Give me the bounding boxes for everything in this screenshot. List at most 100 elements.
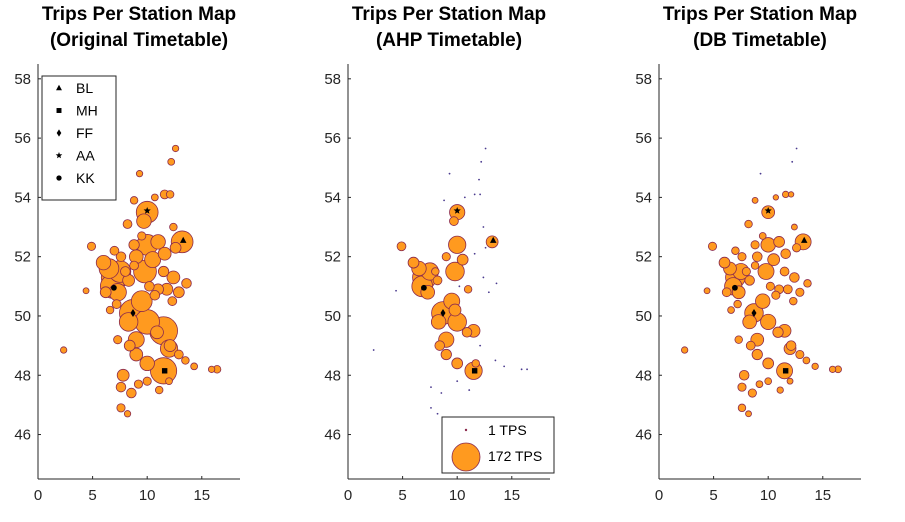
station-bubble — [681, 346, 689, 354]
station-bubble — [737, 382, 747, 392]
station-bubble — [86, 241, 97, 251]
station-dot — [448, 172, 451, 175]
station-bubble — [795, 287, 805, 297]
station-bubble — [727, 306, 735, 314]
station-marker-mh — [161, 368, 168, 374]
station-bubble — [116, 368, 130, 382]
station-bubble — [151, 193, 159, 202]
plot-subtitle: (DB Timetable) — [693, 30, 827, 51]
station-bubble — [128, 239, 140, 251]
station-dot — [480, 160, 483, 163]
station-bubble — [82, 287, 90, 295]
station-bubble — [792, 243, 802, 253]
station-bubble — [181, 278, 192, 289]
legend-marker-ff — [56, 129, 62, 137]
station-bubble — [448, 235, 467, 254]
station-bubble — [755, 380, 764, 388]
station-bubble — [758, 232, 767, 240]
station-dot — [395, 289, 397, 292]
y-tick-label: 58 — [635, 71, 652, 88]
station-bubble — [767, 253, 781, 266]
x-tick-label: 15 — [814, 487, 831, 504]
station-dot — [458, 285, 461, 288]
station-bubble — [149, 289, 161, 301]
y-tick-label: 50 — [14, 308, 31, 325]
station-bubble — [779, 266, 790, 277]
station-bubble — [165, 190, 175, 199]
legend-label: BL — [76, 80, 93, 96]
station-bubble — [135, 170, 144, 178]
station-bubble — [111, 299, 122, 309]
station-dot — [463, 196, 466, 199]
station-bubble — [174, 349, 184, 360]
station-marker-bl — [489, 236, 497, 243]
station-bubble — [169, 241, 182, 254]
station-bubble — [773, 236, 785, 248]
station-bubble — [137, 231, 147, 241]
station-bubble — [166, 270, 181, 285]
x-tick-label: 5 — [398, 487, 406, 504]
station-bubble — [776, 386, 784, 394]
station-bubble — [144, 251, 162, 269]
station-bubble — [126, 387, 137, 399]
subplot-2: Trips Per Station Map (AHP Timetable) 46 48… — [324, 4, 555, 504]
legend-marker-bl — [56, 84, 62, 91]
station-marker-kk — [732, 284, 738, 291]
x-tick-label: 10 — [760, 487, 777, 504]
station-bubble — [737, 403, 747, 413]
station-bubble — [136, 213, 152, 229]
station-bubble — [207, 365, 216, 373]
station-bubble — [157, 246, 172, 261]
station-bubble — [456, 253, 469, 266]
station-bubble — [751, 348, 763, 361]
station-dot — [494, 359, 497, 362]
station-bubble — [150, 325, 164, 340]
station-bubble — [430, 314, 447, 330]
station-bubble — [803, 279, 812, 288]
legend-marker-large — [451, 442, 481, 472]
station-bubble — [133, 379, 143, 389]
station-bubble — [123, 339, 136, 352]
station-bubble — [828, 365, 837, 373]
station-dot — [468, 389, 471, 391]
station-dot — [479, 344, 482, 347]
x-tick-label: 5 — [88, 487, 96, 504]
station-bubble — [750, 240, 760, 250]
station-bubble — [757, 263, 775, 280]
station-bubble — [744, 275, 755, 286]
station-bubble — [434, 340, 445, 351]
plot-subtitle: (Original Timetable) — [50, 30, 228, 51]
station-dot — [759, 172, 762, 175]
station-dot — [479, 193, 482, 196]
plot-title: Trips Per Station Map — [42, 4, 236, 25]
station-bubble — [105, 305, 115, 315]
station-bubble — [762, 357, 775, 370]
station-bubble — [747, 388, 757, 398]
station-bubble — [115, 251, 127, 262]
y-tick-label: 54 — [635, 189, 652, 206]
station-bubble — [441, 252, 451, 262]
station-bubble — [122, 219, 133, 229]
x-tick-label: 0 — [655, 487, 663, 504]
station-bubble — [115, 381, 127, 393]
station-bubble — [745, 340, 756, 351]
x-tick-label: 0 — [34, 487, 42, 504]
x-tick-label: 10 — [449, 487, 466, 504]
station-marker-kk — [111, 284, 117, 291]
station-marker-kk — [421, 284, 427, 291]
station-bubble — [782, 190, 790, 199]
station-bubble — [163, 339, 177, 352]
station-dot — [484, 246, 487, 249]
station-bubble — [750, 261, 760, 270]
y-tick-label: 52 — [324, 249, 341, 266]
station-bubble — [771, 290, 781, 300]
station-bubble — [440, 348, 452, 361]
y-tick-label: 48 — [324, 367, 341, 384]
station-bubble — [445, 261, 465, 282]
station-bubble — [789, 272, 800, 283]
station-bubble — [751, 196, 759, 204]
station-bubble — [181, 356, 190, 365]
y-tick-label: 56 — [635, 130, 652, 147]
station-bubble — [772, 194, 779, 201]
station-dot — [478, 178, 480, 181]
